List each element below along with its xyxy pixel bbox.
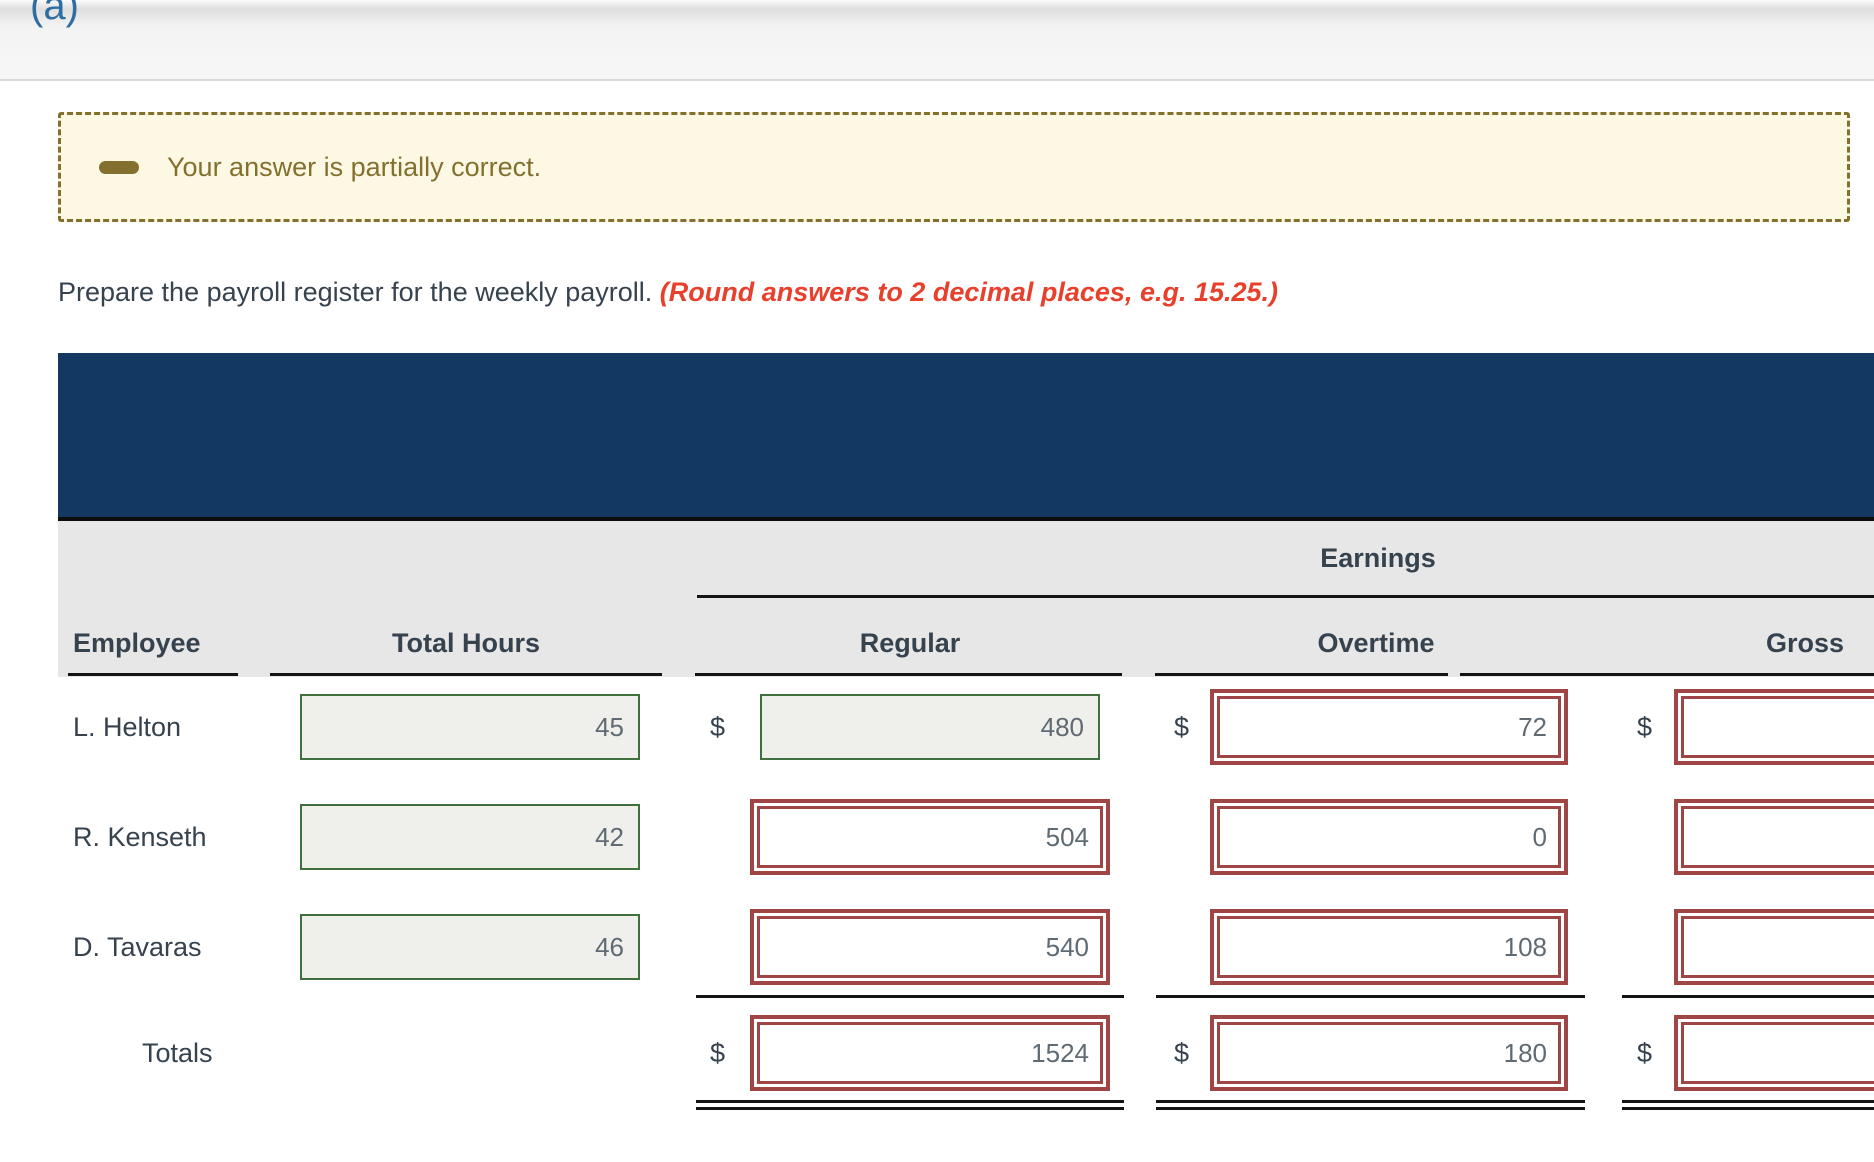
regular-earnings-field bbox=[750, 909, 1110, 985]
table-title-band bbox=[58, 353, 1874, 521]
header-underline-total-hours bbox=[270, 673, 662, 676]
total-hours-input[interactable] bbox=[300, 914, 640, 980]
totals-regular-input[interactable] bbox=[760, 1025, 1100, 1081]
instruction: Prepare the payroll register for the wee… bbox=[58, 272, 1278, 312]
employee-name: D. Tavaras bbox=[73, 932, 202, 962]
column-header-overtime: Overtime bbox=[1317, 628, 1435, 658]
section-label: (a) bbox=[30, 0, 79, 28]
total-double-rule-gross bbox=[1622, 1107, 1874, 1110]
overtime-earnings-input[interactable] bbox=[1220, 809, 1558, 865]
totals-label: Totals bbox=[142, 1038, 213, 1068]
gross-earnings-field bbox=[1674, 689, 1874, 765]
gross-earnings-input[interactable] bbox=[1684, 809, 1874, 865]
gross-earnings-input[interactable] bbox=[1684, 699, 1874, 755]
dollar-sign: $ bbox=[1174, 712, 1190, 742]
total-double-rule-gross bbox=[1622, 1100, 1874, 1103]
earnings-underline bbox=[697, 595, 1874, 598]
column-header-total-hours: Total Hours bbox=[392, 628, 540, 658]
column-header-regular: Regular bbox=[859, 628, 961, 658]
gross-earnings-input[interactable] bbox=[1684, 919, 1874, 975]
earnings-group-header: Earnings bbox=[1320, 543, 1436, 573]
totals-overtime-field bbox=[1210, 1015, 1568, 1091]
overtime-earnings-field bbox=[1210, 909, 1568, 985]
totals-row: Totals $ $ $ bbox=[58, 1015, 1874, 1091]
payroll-table: Earnings Employee Total Hours Regular Ov… bbox=[58, 353, 1874, 1162]
overtime-earnings-field bbox=[1210, 689, 1568, 765]
overtime-earnings-input[interactable] bbox=[1220, 699, 1558, 755]
overtime-earnings-input[interactable] bbox=[1220, 919, 1558, 975]
total-hours-input[interactable] bbox=[300, 694, 640, 760]
employee-name: R. Kenseth bbox=[73, 822, 207, 852]
total-double-rule-regular bbox=[696, 1100, 1124, 1103]
subtotal-rule-gross bbox=[1622, 995, 1874, 998]
totals-gross-field bbox=[1674, 1015, 1874, 1091]
rounding-note: (Round answers to 2 decimal places, e.g.… bbox=[659, 277, 1279, 307]
top-strip: (a) bbox=[0, 0, 1874, 81]
totals-gross-input[interactable] bbox=[1684, 1025, 1874, 1081]
header-underline-gross bbox=[1460, 673, 1874, 676]
totals-regular-field bbox=[750, 1015, 1110, 1091]
dollar-sign: $ bbox=[1637, 712, 1653, 742]
column-header-employee: Employee bbox=[73, 628, 201, 658]
totals-overtime-input[interactable] bbox=[1220, 1025, 1558, 1081]
dash-icon bbox=[99, 160, 139, 174]
header-underline-regular bbox=[695, 673, 1122, 676]
table-body: L. Helton $ $ $ R. Kenseth bbox=[58, 677, 1874, 1162]
regular-earnings-input[interactable] bbox=[760, 809, 1100, 865]
employee-name: L. Helton bbox=[73, 712, 182, 742]
dollar-sign: $ bbox=[1637, 1038, 1653, 1068]
header-underline-employee bbox=[68, 673, 238, 676]
subtotal-rule-overtime bbox=[1156, 995, 1585, 998]
column-header-gross: Gross bbox=[1765, 628, 1845, 658]
regular-earnings-input[interactable] bbox=[760, 919, 1100, 975]
total-double-rule-regular bbox=[696, 1107, 1124, 1110]
alert-box: Your answer is partially correct. bbox=[58, 112, 1850, 222]
subtotal-rule-regular bbox=[696, 995, 1124, 998]
total-double-rule-overtime bbox=[1156, 1107, 1585, 1110]
dollar-sign: $ bbox=[1174, 1038, 1190, 1068]
table-header: Earnings Employee Total Hours Regular Ov… bbox=[58, 521, 1874, 677]
table-row: L. Helton $ $ $ bbox=[58, 689, 1874, 765]
regular-earnings-input[interactable] bbox=[760, 694, 1100, 760]
alert-message: Your answer is partially correct. bbox=[167, 151, 542, 182]
total-double-rule-overtime bbox=[1156, 1100, 1585, 1103]
table-row: D. Tavaras bbox=[58, 909, 1874, 985]
gross-earnings-field bbox=[1674, 799, 1874, 875]
regular-earnings-field bbox=[750, 799, 1110, 875]
dollar-sign: $ bbox=[710, 712, 726, 742]
instruction-text: Prepare the payroll register for the wee… bbox=[58, 277, 653, 307]
dollar-sign: $ bbox=[710, 1038, 726, 1068]
header-underline-overtime bbox=[1155, 673, 1448, 676]
total-hours-input[interactable] bbox=[300, 804, 640, 870]
gross-earnings-field bbox=[1674, 909, 1874, 985]
overtime-earnings-field bbox=[1210, 799, 1568, 875]
table-row: R. Kenseth bbox=[58, 799, 1874, 875]
